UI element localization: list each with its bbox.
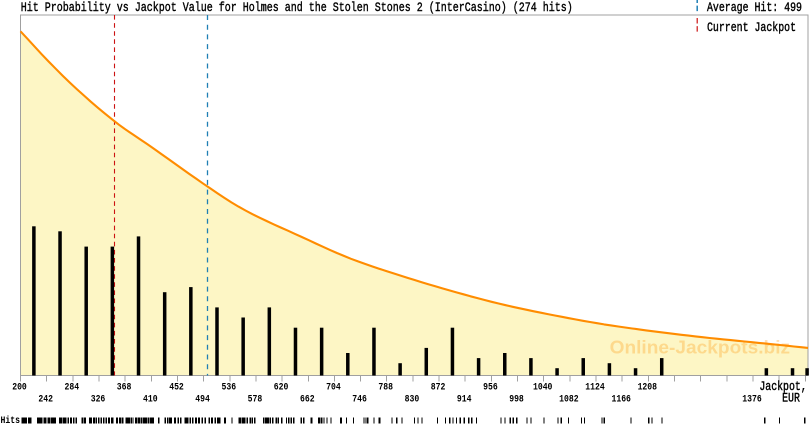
svg-text:Current Jackpot: Current Jackpot xyxy=(707,21,796,36)
svg-text:200: 200 xyxy=(12,381,27,393)
svg-text:284: 284 xyxy=(65,381,80,393)
svg-text:1124: 1124 xyxy=(585,381,605,393)
svg-text:788: 788 xyxy=(378,381,393,393)
svg-text:746: 746 xyxy=(352,392,367,404)
svg-text:998: 998 xyxy=(509,392,524,404)
svg-text:Online-Jackpots.biz: Online-Jackpots.biz xyxy=(610,337,791,358)
svg-text:620: 620 xyxy=(274,381,289,393)
svg-text:1166: 1166 xyxy=(611,392,631,404)
svg-text:452: 452 xyxy=(169,381,184,393)
svg-text:368: 368 xyxy=(117,381,132,393)
svg-text:Hits: Hits xyxy=(1,414,20,425)
svg-text:536: 536 xyxy=(222,381,237,393)
svg-text:914: 914 xyxy=(457,392,472,404)
svg-text:Jackpot,: Jackpot, xyxy=(759,380,806,395)
svg-text:Average Hit: 499: Average Hit: 499 xyxy=(707,1,802,16)
svg-text:1376: 1376 xyxy=(742,392,762,404)
svg-text:Hit Probability vs Jackpot Val: Hit Probability vs Jackpot Value for Hol… xyxy=(21,1,573,16)
svg-text:1082: 1082 xyxy=(559,392,579,404)
svg-text:EUR: EUR xyxy=(782,391,800,406)
svg-text:494: 494 xyxy=(195,392,210,404)
svg-text:410: 410 xyxy=(143,392,158,404)
svg-text:242: 242 xyxy=(38,392,53,404)
svg-text:830: 830 xyxy=(405,392,420,404)
svg-text:956: 956 xyxy=(483,381,498,393)
svg-text:1208: 1208 xyxy=(638,381,658,393)
svg-text:578: 578 xyxy=(248,392,263,404)
svg-text:1040: 1040 xyxy=(533,381,553,393)
svg-text:662: 662 xyxy=(300,392,315,404)
svg-text:872: 872 xyxy=(431,381,446,393)
svg-text:326: 326 xyxy=(91,392,106,404)
svg-text:704: 704 xyxy=(326,381,341,393)
